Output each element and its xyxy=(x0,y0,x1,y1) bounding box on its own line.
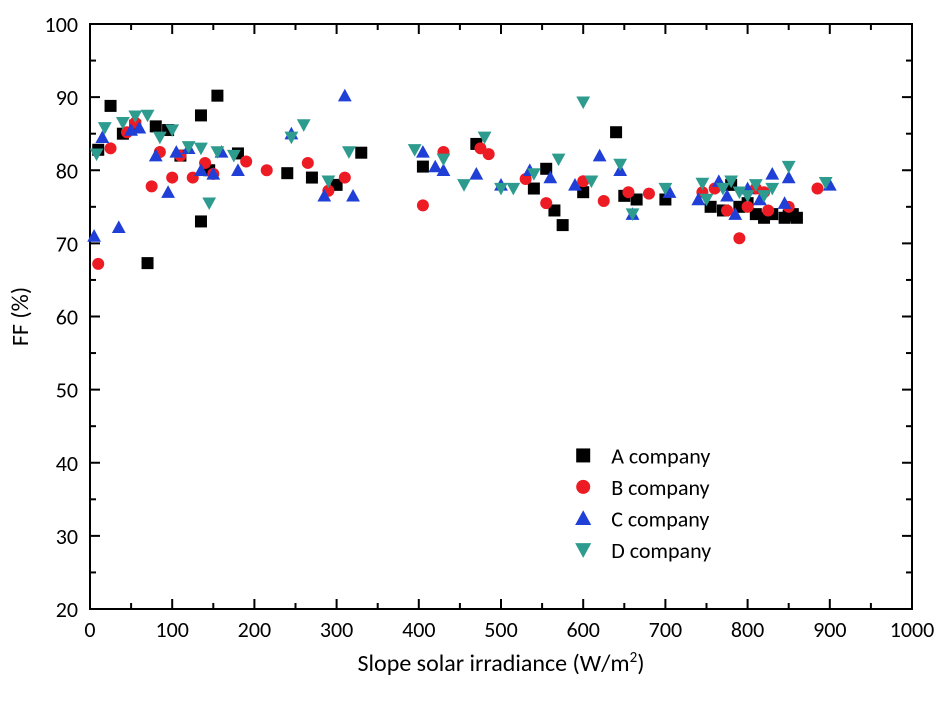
series-B xyxy=(92,117,823,270)
y-tick-label: 50 xyxy=(56,377,78,404)
marker-square xyxy=(557,219,569,231)
marker-down-triangle xyxy=(576,97,590,110)
x-tick-label: 400 xyxy=(402,616,435,643)
marker-square xyxy=(576,448,590,462)
x-axis-title: Slope solar irradiance (W/m2) xyxy=(358,649,645,678)
marker-up-triangle xyxy=(161,185,175,198)
marker-up-triangle xyxy=(469,167,483,180)
y-tick-label: 90 xyxy=(56,84,78,111)
marker-circle xyxy=(302,157,314,169)
marker-up-triangle xyxy=(765,167,779,180)
marker-down-triangle xyxy=(613,159,627,172)
x-tick-label: 300 xyxy=(320,616,353,643)
data-points xyxy=(87,89,836,270)
x-tick-label: 800 xyxy=(731,616,764,643)
marker-up-triangle xyxy=(338,89,352,102)
marker-square xyxy=(150,120,162,132)
marker-down-triangle xyxy=(297,119,311,132)
x-tick-label: 200 xyxy=(238,616,271,643)
marker-down-triangle xyxy=(437,154,451,167)
marker-square xyxy=(791,212,803,224)
x-tick-label: 900 xyxy=(813,616,846,643)
y-tick-label: 30 xyxy=(56,523,78,550)
marker-square xyxy=(417,161,429,173)
x-tick-label: 600 xyxy=(566,616,599,643)
marker-circle xyxy=(733,232,745,244)
ff-vs-irradiance-scatter: 0 100 200 300 400 500 600 700 800 900 1000 20 30 40 50… xyxy=(0,0,948,716)
marker-square xyxy=(105,100,117,112)
marker-up-triangle xyxy=(112,220,126,233)
marker-circle xyxy=(240,155,252,167)
marker-circle xyxy=(811,183,823,195)
marker-down-triangle xyxy=(575,543,591,558)
marker-circle xyxy=(105,142,117,154)
marker-down-triangle xyxy=(98,122,112,135)
legend: A company B company C company D company xyxy=(575,442,711,563)
marker-circle xyxy=(146,180,158,192)
marker-up-triangle xyxy=(575,510,591,525)
x-tick-label: 500 xyxy=(484,616,517,643)
marker-circle xyxy=(762,204,774,216)
plot-frame xyxy=(90,24,912,609)
marker-square xyxy=(355,147,367,159)
marker-circle xyxy=(643,188,655,200)
marker-up-triangle xyxy=(95,130,109,143)
chart-container: 0 100 200 300 400 500 600 700 800 900 1000 20 30 40 50… xyxy=(0,0,948,716)
x-tick-label: 700 xyxy=(649,616,682,643)
marker-circle xyxy=(92,258,104,270)
marker-down-triangle xyxy=(342,146,356,159)
y-tick-label: 80 xyxy=(56,157,78,184)
y-tick-label: 60 xyxy=(56,304,78,331)
marker-square xyxy=(528,183,540,195)
legend-label: D company xyxy=(611,537,711,564)
marker-circle xyxy=(483,148,495,160)
marker-up-triangle xyxy=(346,189,360,202)
marker-square xyxy=(195,109,207,121)
y-tick-label: 20 xyxy=(56,596,78,623)
legend-label: C company xyxy=(611,505,709,532)
marker-circle xyxy=(622,186,634,198)
marker-square xyxy=(610,126,622,138)
marker-down-triangle xyxy=(194,143,208,156)
y-tick-label: 100 xyxy=(45,11,78,38)
legend-label: B company xyxy=(611,474,709,501)
marker-down-triangle xyxy=(782,161,796,174)
marker-circle xyxy=(576,480,590,494)
marker-square xyxy=(306,172,318,184)
y-tick-label: 70 xyxy=(56,230,78,257)
marker-down-triangle xyxy=(202,197,216,210)
marker-square xyxy=(211,90,223,102)
y-axis-title: FF (%) xyxy=(6,287,35,346)
marker-circle xyxy=(339,172,351,184)
marker-down-triangle xyxy=(153,132,167,145)
marker-circle xyxy=(540,197,552,209)
series-A xyxy=(92,90,803,269)
marker-circle xyxy=(166,172,178,184)
marker-down-triangle xyxy=(457,179,471,192)
marker-circle xyxy=(598,195,610,207)
marker-up-triangle xyxy=(593,149,607,162)
marker-square xyxy=(281,167,293,179)
marker-circle xyxy=(261,164,273,176)
x-tick-label: 0 xyxy=(84,616,95,643)
marker-square xyxy=(142,257,154,269)
marker-square xyxy=(195,215,207,227)
marker-down-triangle xyxy=(695,178,709,191)
x-tick-label: 1000 xyxy=(890,616,935,643)
marker-down-triangle xyxy=(552,154,566,167)
legend-label: A company xyxy=(611,442,710,469)
y-tick-label: 40 xyxy=(56,450,78,477)
x-tick-label: 100 xyxy=(155,616,188,643)
marker-down-triangle xyxy=(506,183,520,196)
marker-circle xyxy=(417,199,429,211)
